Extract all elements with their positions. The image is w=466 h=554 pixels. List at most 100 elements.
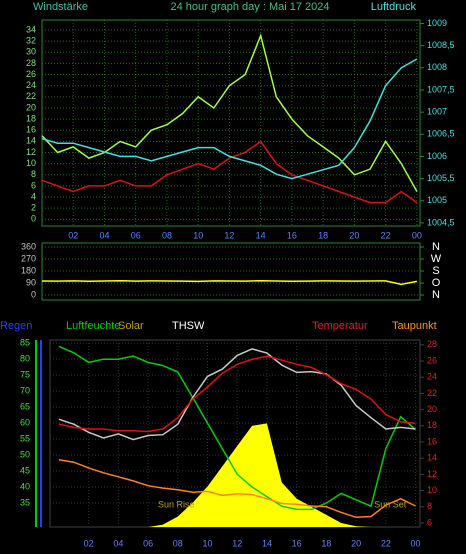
x-tick-label: 16 (287, 230, 297, 240)
y2-tick-label: N (432, 289, 440, 301)
x-tick-label: 08 (173, 538, 183, 548)
y2-tick-label: 16 (427, 436, 437, 446)
y-axis-label: Windstärke (33, 1, 88, 13)
series-line (41, 279, 418, 286)
y-tick-label: 40 (20, 481, 30, 491)
y-tick-label: 45 (20, 465, 30, 475)
y-tick-label: 12 (26, 147, 36, 157)
legend-entry: Solar (118, 320, 144, 332)
y-tick-label: 85 (20, 338, 30, 348)
rain-axis-label: Regen (0, 320, 32, 332)
y-tick-label: 0 (31, 289, 36, 299)
y-tick-label: 0 (31, 214, 36, 224)
annotation: Sun Rise (158, 499, 195, 509)
y2-tick-label: 1006,5 (427, 129, 455, 139)
x-tick-label: 14 (262, 538, 272, 548)
series-line (41, 58, 418, 180)
x-tick-label: 04 (99, 230, 109, 240)
legend-entry: Taupunkt (392, 320, 437, 332)
y2-tick-label: 14 (427, 453, 437, 463)
y2-tick-label: 1005 (427, 195, 447, 205)
y-tick-label: 14 (26, 136, 36, 146)
x-tick-label: 16 (292, 538, 302, 548)
y2-tick-label: 1007,5 (427, 84, 455, 94)
y2-tick-label: 22 (427, 388, 437, 398)
x-tick-label: 22 (381, 538, 391, 548)
y2-tick-label: 26 (427, 355, 437, 365)
x-tick-label: 22 (381, 230, 391, 240)
chart-title: 24 hour graph day : Mai 17 2024 (170, 1, 329, 13)
series-line (58, 355, 416, 433)
y2-tick-label: S (432, 265, 439, 277)
y2-tick-label: 24 (427, 372, 437, 382)
y-tick-label: 270 (21, 253, 36, 263)
y2-tick-label: 28 (427, 339, 437, 349)
y-tick-label: 22 (26, 91, 36, 101)
series-line (58, 459, 416, 519)
x-tick-label: 10 (193, 230, 203, 240)
y-tick-label: 2 (31, 203, 36, 213)
y-tick-label: 50 (20, 449, 30, 459)
y-tick-label: 6 (31, 180, 36, 190)
x-tick-label: 12 (232, 538, 242, 548)
y-tick-label: 24 (26, 80, 36, 90)
y-tick-label: 70 (20, 386, 30, 396)
x-tick-label: 08 (162, 230, 172, 240)
x-tick-label: 18 (321, 538, 331, 548)
y2-axis-label: Luftdruck (371, 1, 417, 13)
y-tick-label: 8 (31, 169, 36, 179)
x-tick-label: 06 (131, 230, 141, 240)
y2-tick-label: 1005,5 (427, 173, 455, 183)
x-tick-label: 18 (318, 230, 328, 240)
x-tick-label: 06 (143, 538, 153, 548)
x-tick-label: 04 (113, 538, 123, 548)
y2-tick-label: 1009 (427, 18, 447, 28)
series-line (58, 348, 416, 441)
plot-frame (41, 19, 421, 227)
y-tick-label: 18 (26, 113, 36, 123)
legend-entry: Temperatur (312, 320, 368, 332)
y2-tick-label: O (432, 277, 441, 289)
y-tick-label: 65 (20, 402, 30, 412)
y-tick-label: 20 (26, 102, 36, 112)
y-tick-label: 55 (20, 433, 30, 443)
y-tick-label: 10 (26, 158, 36, 168)
y2-tick-label: 20 (427, 404, 437, 414)
y-tick-label: 26 (26, 69, 36, 79)
x-tick-label: 02 (68, 230, 78, 240)
y2-tick-label: 8 (427, 501, 432, 511)
y-tick-label: 180 (21, 265, 36, 275)
x-tick-label: 20 (351, 538, 361, 548)
series-line (58, 345, 416, 511)
y-tick-label: 28 (26, 58, 36, 68)
x-tick-label: 20 (349, 230, 359, 240)
y2-tick-label: 1008 (427, 62, 447, 72)
y2-tick-label: 1008,5 (427, 40, 455, 50)
y-tick-label: 4 (31, 191, 36, 201)
y-tick-label: 32 (26, 36, 36, 46)
y2-tick-label: 18 (427, 420, 437, 430)
legend-entry: Luftfeuchte (66, 320, 120, 332)
y2-tick-label: 10 (427, 485, 437, 495)
x-tick-label: 00 (411, 538, 421, 548)
y-tick-label: 16 (26, 125, 36, 135)
series-line (41, 140, 418, 204)
annotation: Sun Set (374, 499, 407, 509)
y2-tick-label: W (431, 253, 442, 265)
y2-tick-label: 1007 (427, 107, 447, 117)
x-tick-label: 14 (256, 230, 266, 240)
y2-tick-label: N (432, 241, 440, 253)
y-tick-label: 360 (21, 241, 36, 251)
x-tick-label: 02 (84, 538, 94, 548)
x-tick-label: 10 (203, 538, 213, 548)
y2-tick-label: 6 (427, 517, 432, 527)
y-tick-label: 60 (20, 417, 30, 427)
y-tick-label: 90 (26, 277, 36, 287)
x-tick-label: 00 (412, 230, 422, 240)
y-tick-label: 34 (26, 24, 36, 34)
y-tick-label: 30 (26, 47, 36, 57)
y-tick-label: 35 (20, 497, 30, 507)
y2-tick-label: 12 (427, 469, 437, 479)
x-tick-label: 12 (224, 230, 234, 240)
